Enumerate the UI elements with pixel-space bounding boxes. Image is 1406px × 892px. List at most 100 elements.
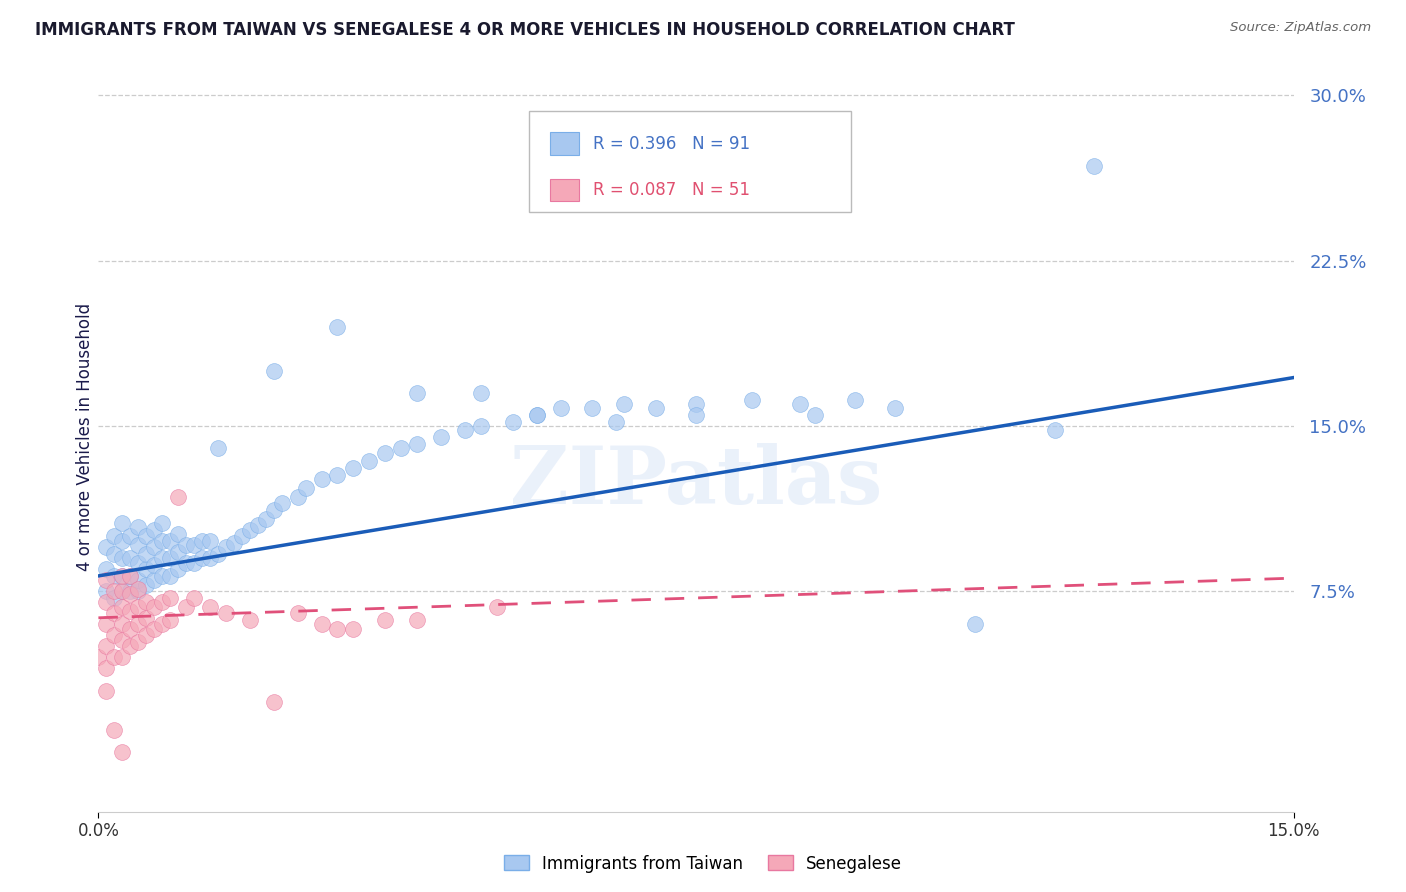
Point (127, 582, 149, 596)
Point (207, 441, 229, 455)
Point (120, 551, 142, 566)
Point (150, 617, 173, 632)
Point (406, 613, 429, 627)
Point (120, 604, 142, 618)
Point (359, 454, 381, 468)
Point (550, 401, 572, 416)
Text: IMMIGRANTS FROM TAIWAN VS SENEGALESE 4 OR MORE VEHICLES IN HOUSEHOLD CORRELATION: IMMIGRANTS FROM TAIWAN VS SENEGALESE 4 O… (35, 21, 1015, 38)
Y-axis label: 4 or more Vehicles in Household: 4 or more Vehicles in Household (76, 303, 94, 571)
Point (685, 397, 707, 411)
Point (430, 430, 453, 444)
Point (174, 538, 197, 552)
Point (127, 574, 149, 588)
Point (263, 364, 285, 378)
Point (191, 533, 214, 548)
Point (215, 541, 238, 555)
Point (174, 599, 197, 614)
Point (167, 562, 190, 576)
Point (231, 529, 253, 543)
Point (135, 547, 157, 561)
Point (789, 397, 811, 411)
Point (198, 551, 221, 566)
Text: R = 0.396   N = 91: R = 0.396 N = 91 (593, 135, 751, 153)
Point (159, 613, 181, 627)
Point (103, 607, 125, 621)
Text: Source: ZipAtlas.com: Source: ZipAtlas.com (1230, 21, 1371, 34)
Point (159, 591, 181, 605)
Point (804, 408, 827, 422)
Point (96, 562, 118, 576)
Point (844, 392, 866, 407)
Point (127, 635, 149, 649)
Point (326, 622, 349, 636)
Point (87, 650, 110, 665)
Point (198, 599, 221, 614)
Point (111, 745, 134, 759)
Point (159, 551, 181, 566)
Point (222, 536, 245, 550)
Point (120, 584, 142, 599)
Point (120, 569, 142, 583)
Point (1083, 159, 1105, 173)
Point (135, 578, 157, 592)
Point (143, 574, 166, 588)
Point (111, 551, 134, 566)
Point (526, 408, 548, 422)
Point (96, 640, 118, 654)
Point (96, 617, 118, 632)
Point (741, 392, 763, 407)
Point (207, 547, 229, 561)
Point (254, 511, 277, 525)
Point (485, 599, 508, 614)
Point (884, 401, 907, 416)
Point (374, 445, 396, 459)
Point (120, 622, 142, 636)
Point (120, 640, 142, 654)
Point (111, 569, 134, 583)
Point (605, 415, 627, 429)
Point (342, 461, 364, 475)
Point (342, 622, 364, 636)
Point (263, 694, 285, 708)
Point (270, 496, 292, 510)
Point (581, 401, 603, 416)
Point (294, 481, 316, 495)
Point (613, 397, 636, 411)
Point (191, 551, 214, 566)
Point (1043, 424, 1066, 438)
Point (135, 628, 157, 642)
Point (239, 523, 262, 537)
Point (111, 632, 134, 647)
Point (96, 574, 118, 588)
Point (183, 591, 205, 605)
Point (111, 617, 134, 632)
Point (111, 599, 134, 614)
Point (111, 584, 134, 599)
Point (406, 436, 429, 450)
Point (183, 538, 205, 552)
Text: ZIPatlas: ZIPatlas (510, 443, 882, 521)
Point (120, 529, 142, 543)
Point (111, 650, 134, 665)
Point (406, 386, 429, 401)
Point (103, 584, 125, 599)
Point (143, 558, 166, 572)
Point (96, 541, 118, 555)
Point (143, 541, 166, 555)
Text: R = 0.087   N = 51: R = 0.087 N = 51 (593, 181, 751, 199)
Point (103, 591, 125, 605)
Point (103, 723, 125, 738)
Point (135, 562, 157, 576)
Point (167, 544, 190, 558)
Point (389, 441, 412, 455)
Point (183, 556, 205, 570)
Point (167, 527, 190, 541)
Point (103, 650, 125, 665)
Point (287, 490, 309, 504)
Point (143, 523, 166, 537)
Point (96, 595, 118, 609)
Point (526, 408, 548, 422)
Point (111, 584, 134, 599)
Point (127, 520, 149, 534)
Point (135, 529, 157, 543)
